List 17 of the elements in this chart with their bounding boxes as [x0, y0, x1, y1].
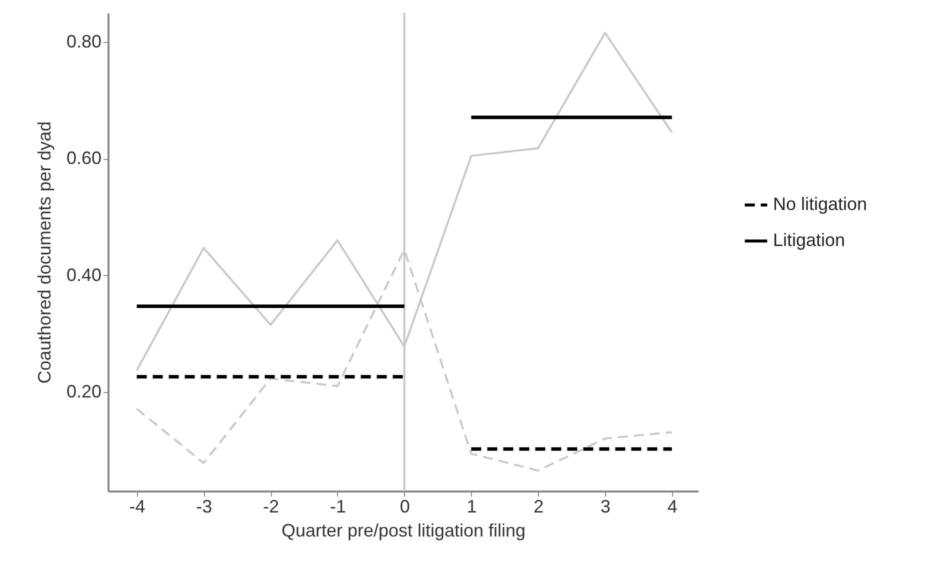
x-tick-label: -4: [129, 496, 146, 516]
y-tick-label: 0.60: [66, 148, 102, 168]
y-tick-label: 0.40: [66, 264, 102, 285]
x-tick-label: 2: [534, 496, 544, 516]
x-tick-label: -3: [196, 496, 212, 516]
legend-label: Litigation: [773, 230, 846, 250]
x-tick-label: 0: [400, 496, 410, 516]
x-tick-label: -1: [330, 496, 346, 516]
x-tick-label: 1: [466, 496, 477, 516]
x-tick-label: -2: [263, 496, 280, 516]
x-tick-label: 3: [600, 496, 611, 516]
x-axis-title: Quarter pre/post litigation filing: [281, 520, 526, 540]
y-axis-title: Coauthored documents per dyad: [34, 121, 54, 384]
y-tick-label: 0.20: [66, 381, 102, 402]
y-tick-label: 0.80: [66, 32, 102, 52]
x-tick-label: 4: [667, 496, 678, 516]
legend-label: No litigation: [773, 194, 868, 214]
